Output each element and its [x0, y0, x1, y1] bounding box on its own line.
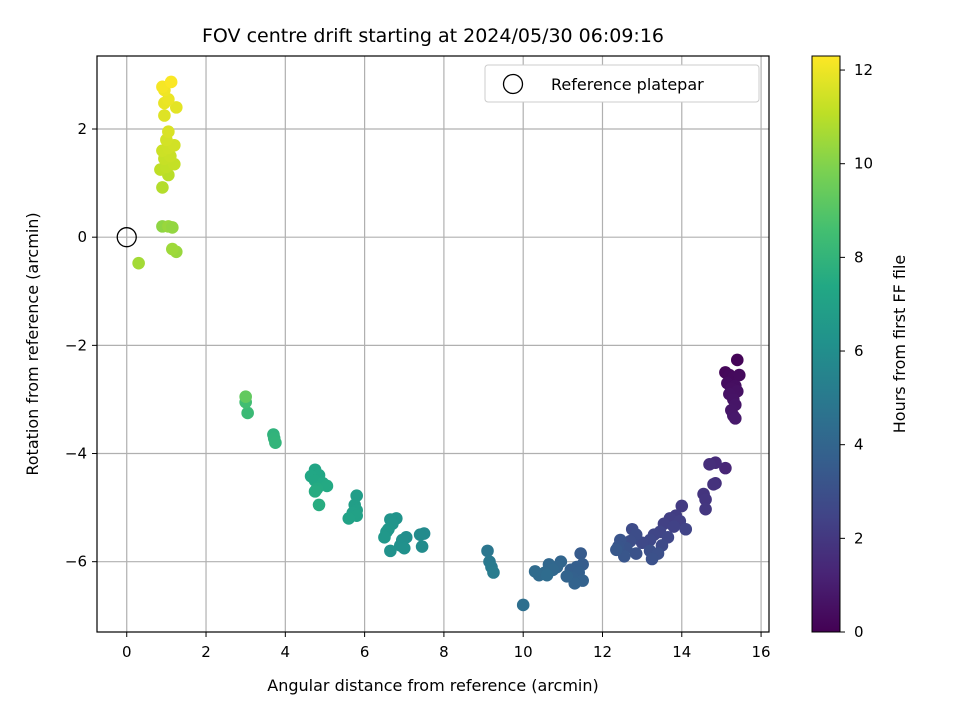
x-tick-label: 2: [201, 643, 211, 661]
scatter-point: [132, 256, 145, 270]
colorbar-label: Hours from first FF file: [890, 255, 909, 434]
scatter-point: [679, 522, 693, 536]
colorbar-tick-label: 2: [854, 529, 864, 547]
scatter-point: [164, 75, 178, 89]
legend-open-circle-marker: [502, 73, 524, 95]
grid-lines: [97, 56, 769, 632]
scatter-point: [719, 461, 732, 475]
scatter-point: [269, 436, 282, 450]
plot-area-frame: [96, 55, 770, 633]
y-tick-label: 2: [77, 120, 87, 138]
colorbar-tick-label: 10: [854, 155, 873, 173]
scatter-point: [610, 543, 623, 557]
scatter-point: [516, 598, 530, 612]
scatter-point: [481, 544, 494, 558]
x-tick-label: 0: [122, 643, 132, 661]
scatter-point: [730, 353, 744, 367]
y-tick-label: 0: [77, 228, 87, 246]
colorbar: [811, 55, 841, 633]
reference-marker-group: [116, 227, 137, 248]
scatter-point: [528, 565, 542, 578]
x-tick-label: 4: [281, 643, 291, 661]
x-tick-label: 10: [514, 643, 533, 661]
scatter-point: [156, 181, 169, 194]
colorbar-tick-label: 12: [854, 61, 873, 79]
x-axis-label: Angular distance from reference (arcmin): [267, 676, 598, 695]
scatter-point: [732, 368, 746, 382]
data-points: [132, 75, 746, 612]
reference-platepar-marker: [116, 227, 137, 248]
scatter-point: [487, 566, 500, 579]
scatter-point: [645, 552, 659, 566]
x-tick-label: 6: [360, 643, 370, 661]
scatter-point: [675, 499, 689, 513]
colorbar-tick-label: 6: [854, 342, 864, 360]
scatter-point: [540, 568, 554, 582]
x-tick-label: 16: [752, 643, 771, 661]
scatter-point: [413, 528, 427, 541]
scatter-point: [162, 125, 175, 139]
scatter-point: [320, 479, 334, 493]
chart-title: FOV centre drift starting at 2024/05/30 …: [202, 25, 664, 47]
scatter-point: [169, 101, 183, 114]
colorbar-tick-label: 8: [854, 248, 864, 266]
x-tick-label: 8: [439, 643, 449, 661]
scatter-point: [239, 390, 252, 404]
y-tick-label: −2: [65, 336, 87, 354]
scatter-point: [158, 109, 171, 122]
y-tick-label: −6: [65, 553, 87, 571]
scatter-point: [166, 221, 179, 234]
scatter-point: [342, 512, 356, 525]
scatter-point: [308, 485, 322, 498]
legend: Reference platepar: [484, 64, 760, 103]
scatter-point: [629, 547, 643, 560]
scatter-point: [312, 498, 326, 512]
scatter-point: [703, 458, 716, 471]
x-tick-label: 14: [672, 643, 691, 661]
scatter-point: [384, 544, 397, 558]
colorbar-tick-label: 4: [854, 436, 864, 454]
scatter-point: [378, 531, 391, 544]
scatter-point: [415, 540, 429, 553]
colorbar-tick-label: 0: [854, 623, 864, 641]
scatter-point: [667, 520, 681, 533]
y-axis-label: Rotation from reference (arcmin): [23, 212, 42, 475]
y-tick-label: −4: [65, 445, 87, 463]
scatter-point: [560, 569, 574, 583]
scatter-point: [707, 478, 720, 491]
x-tick-label: 12: [593, 643, 612, 661]
legend-box: [484, 64, 760, 103]
legend-label-reference: Reference platepar: [551, 75, 704, 94]
scatter-point: [729, 412, 742, 425]
scatter-point: [699, 493, 712, 506]
scatter-point: [699, 502, 712, 516]
scatter-point: [241, 406, 254, 420]
x-axis-ticks: 0 2 4 6 8 10 12 14 16: [122, 632, 771, 661]
scatter-point: [574, 547, 587, 560]
colorbar-ticks: 0 2 4 6 8 10 12: [840, 61, 873, 641]
y-axis-ticks: 2 0 −2 −4 −6: [65, 120, 97, 571]
scatter-point: [166, 242, 179, 256]
scatter-point: [397, 541, 411, 555]
